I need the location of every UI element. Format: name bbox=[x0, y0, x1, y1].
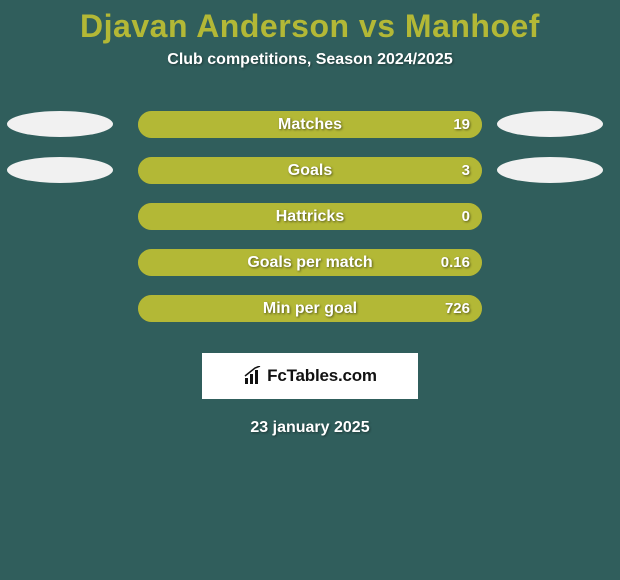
stat-row: Goals3 bbox=[0, 153, 620, 199]
stat-label: Goals bbox=[138, 157, 482, 184]
stat-bar: Goals3 bbox=[138, 157, 482, 184]
player-right-marker bbox=[497, 111, 603, 137]
stat-row: Min per goal726 bbox=[0, 291, 620, 337]
stat-row: Hattricks0 bbox=[0, 199, 620, 245]
footer-date: 23 january 2025 bbox=[0, 419, 620, 437]
page-subtitle: Club competitions, Season 2024/2025 bbox=[0, 51, 620, 69]
stat-row: Goals per match0.16 bbox=[0, 245, 620, 291]
brand-box[interactable]: FcTables.com bbox=[202, 353, 418, 399]
stats-rows: Matches19 Goals3 Hattricks0 Goals per match… bbox=[0, 107, 620, 337]
stat-label: Hattricks bbox=[138, 203, 482, 230]
stat-value: 0 bbox=[462, 203, 470, 230]
stat-label: Goals per match bbox=[138, 249, 482, 276]
stat-bar: Min per goal726 bbox=[138, 295, 482, 322]
stat-bar: Hattricks0 bbox=[138, 203, 482, 230]
stat-bar: Goals per match0.16 bbox=[138, 249, 482, 276]
stat-value: 19 bbox=[453, 111, 470, 138]
stat-row: Matches19 bbox=[0, 107, 620, 153]
stat-value: 0.16 bbox=[441, 249, 470, 276]
stat-label: Min per goal bbox=[138, 295, 482, 322]
stat-label: Matches bbox=[138, 111, 482, 138]
stat-bar: Matches19 bbox=[138, 111, 482, 138]
stat-value: 726 bbox=[445, 295, 470, 322]
player-right-marker bbox=[497, 157, 603, 183]
stat-value: 3 bbox=[462, 157, 470, 184]
player-left-marker bbox=[7, 157, 113, 183]
player-left-marker bbox=[7, 111, 113, 137]
page-title: Djavan Anderson vs Manhoef bbox=[0, 0, 620, 45]
brand-text: FcTables.com bbox=[267, 366, 377, 386]
comparison-infographic: Djavan Anderson vs Manhoef Club competit… bbox=[0, 0, 620, 580]
bar-chart-icon bbox=[243, 366, 263, 386]
